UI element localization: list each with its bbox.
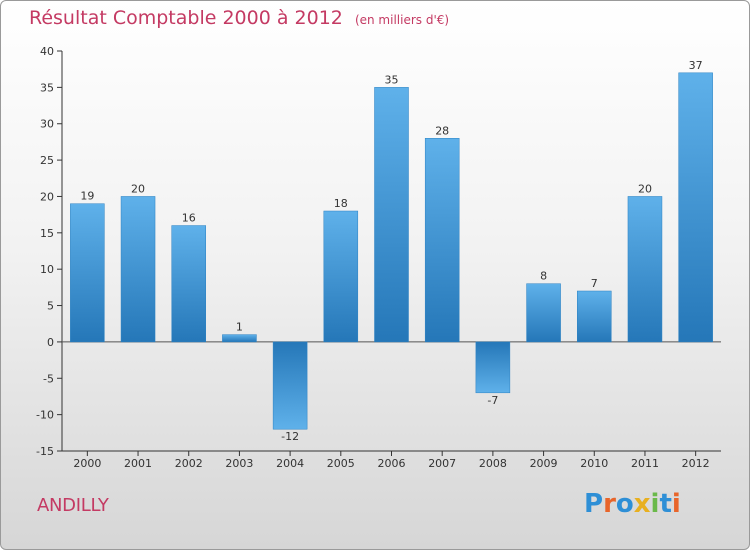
data-label-2005: 18 (334, 197, 348, 210)
bar-2010 (577, 290, 612, 343)
x-tick-label: 2008 (479, 457, 507, 470)
data-label-2003: 1 (236, 321, 243, 334)
chart-unit: (en milliers d'€) (354, 13, 450, 27)
x-tick-label: 2007 (428, 457, 456, 470)
logo-letter: i (671, 489, 681, 519)
logo-letter: o (615, 489, 634, 519)
bar-2000 (70, 203, 105, 343)
y-tick-label: 40 (40, 45, 54, 58)
bar-2004 (272, 341, 308, 430)
x-tick-label: 2010 (580, 457, 608, 470)
chart-title-text: Résultat Comptable 2000 à 2012 (29, 7, 343, 29)
logo-letter: t (659, 489, 672, 519)
y-tick-label: -5 (43, 372, 54, 385)
data-label-2011: 20 (638, 182, 652, 195)
y-tick-label: 25 (40, 154, 54, 167)
logo-letter: x (633, 489, 651, 519)
x-tick-label: 2006 (378, 457, 406, 470)
proxiti-logo: Proxiti (584, 489, 681, 519)
x-tick-label: 2012 (682, 457, 710, 470)
x-tick-label: 2001 (124, 457, 152, 470)
x-tick-label: 2003 (225, 457, 253, 470)
bar-2005 (323, 210, 359, 343)
logo-letter: r (603, 489, 616, 519)
y-tick-label: 20 (40, 190, 54, 203)
data-label-2001: 20 (131, 182, 145, 195)
bar-2007 (424, 138, 460, 343)
bar-2008 (475, 341, 511, 394)
bar-2006 (374, 87, 409, 343)
chart-title: Résultat Comptable 2000 à 2012 (en milli… (29, 7, 449, 29)
y-tick-label: 15 (40, 227, 54, 240)
y-tick-label: 0 (47, 336, 54, 349)
y-tick-label: -10 (36, 409, 54, 422)
y-tick-label: 30 (40, 118, 54, 131)
logo-letter: P (584, 489, 604, 519)
x-tick-label: 2011 (631, 457, 659, 470)
x-tick-label: 2002 (175, 457, 203, 470)
data-label-2009: 8 (540, 270, 547, 283)
commune-name: ANDILLY (37, 495, 109, 516)
bar-2011 (627, 196, 663, 343)
bar-2001 (120, 196, 156, 343)
y-tick-label: 10 (40, 263, 54, 276)
data-label-2008: -7 (487, 394, 498, 407)
data-label-2006: 35 (385, 73, 399, 86)
data-label-2002: 16 (182, 212, 196, 225)
x-tick-label: 2000 (73, 457, 101, 470)
x-tick-label: 2009 (530, 457, 558, 470)
data-label-2004: -12 (281, 430, 299, 443)
bar-2002 (171, 225, 206, 343)
data-label-2007: 28 (435, 124, 449, 137)
y-tick-label: 5 (47, 300, 54, 313)
data-label-2012: 37 (689, 59, 703, 72)
x-tick-label: 2005 (327, 457, 355, 470)
data-label-2000: 19 (80, 190, 94, 203)
x-tick-label: 2004 (276, 457, 304, 470)
bar-2012 (678, 72, 713, 343)
logo-letter: i (650, 489, 660, 519)
y-tick-label: 35 (40, 81, 54, 94)
bar-2009 (526, 283, 561, 343)
bar-2003 (222, 334, 257, 343)
data-label-2010: 7 (591, 277, 598, 290)
y-tick-label: -15 (36, 445, 54, 458)
